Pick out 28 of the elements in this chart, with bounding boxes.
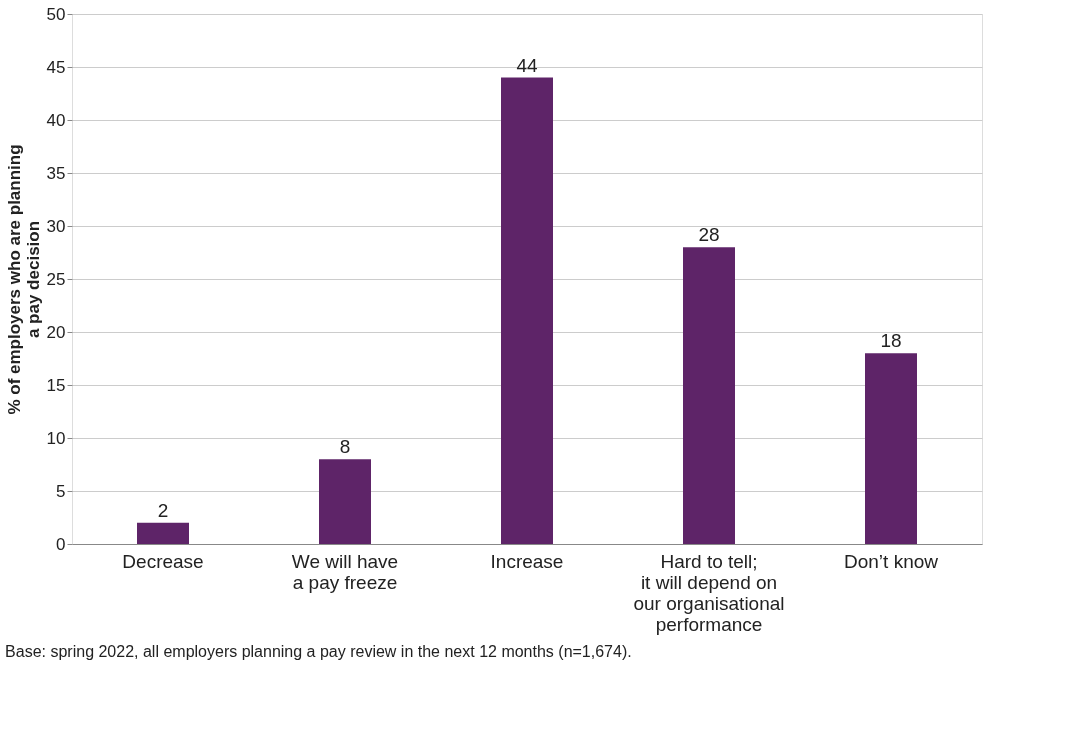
x-tick-label: Decrease (122, 550, 204, 572)
y-axis-title: % of employers who are planning a pay decision (4, 144, 43, 415)
text: Base: spring 2022, all employers planning a pay review in the next 12 months (n=1,674). (5, 643, 632, 660)
y-tick-label: 35 (46, 163, 66, 183)
x-tick-label: Don’t know (844, 550, 939, 572)
data-label: 2 (157, 499, 169, 521)
y-tick-label: 20 (46, 322, 66, 342)
y-tick-label: 30 (46, 216, 66, 236)
x-tick-label: Hard to tell; it will depend on our organisational performance (633, 550, 785, 635)
bar (319, 459, 371, 544)
y-tick-label: 25 (46, 269, 66, 289)
y-tick-label: 10 (46, 428, 66, 448)
y-tick-label: 50 (46, 4, 66, 24)
bar (865, 353, 917, 544)
bar (683, 247, 735, 544)
bar (501, 77, 553, 544)
y-tick-label: 15 (46, 375, 66, 395)
x-tick-label: Increase (490, 550, 564, 572)
y-tick-label: 40 (46, 110, 66, 130)
data-label: 8 (339, 436, 351, 458)
y-tick-label: 45 (46, 57, 66, 77)
y-tick-label: 5 (56, 481, 66, 501)
data-label: 18 (880, 330, 902, 352)
x-tick-label: We will have a pay freeze (291, 550, 399, 593)
y-tick-label: 0 (56, 534, 66, 554)
data-label: 44 (516, 54, 538, 76)
data-label: 28 (698, 224, 720, 246)
bar (137, 522, 189, 544)
